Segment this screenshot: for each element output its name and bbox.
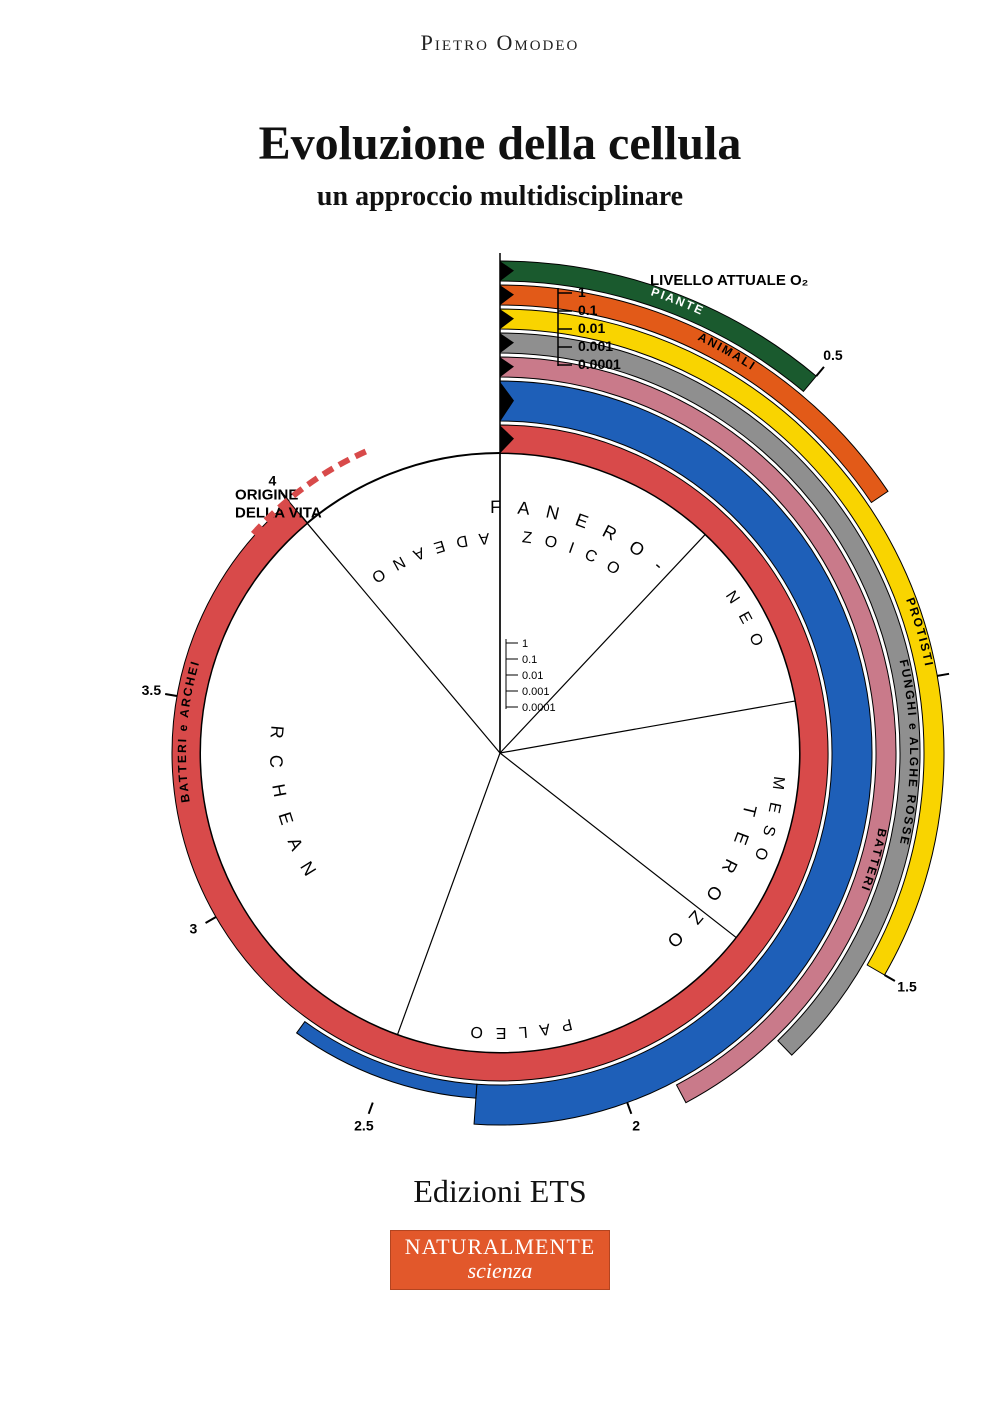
publisher: Edizioni ETS [413,1173,586,1210]
svg-text:1: 1 [522,638,528,650]
svg-text:3.5: 3.5 [142,682,162,698]
svg-text:0.0001: 0.0001 [578,356,621,372]
svg-text:0.1: 0.1 [578,302,598,318]
svg-text:0.0001: 0.0001 [522,702,556,714]
series-line2: scienza [405,1259,595,1283]
svg-text:ORIGINE: ORIGINE [235,486,298,503]
svg-text:0.1: 0.1 [522,654,537,666]
svg-text:P A L E O: P A L E O [466,1015,574,1041]
series-line1: NATURALMENTE [405,1235,595,1259]
svg-text:0.001: 0.001 [522,686,550,698]
book-cover: Pietro Omodeo Evoluzione della cellula u… [0,0,1000,1422]
book-title: Evoluzione della cellula [259,116,742,171]
svg-text:0.01: 0.01 [578,320,605,336]
series-badge: NATURALMENTE scienza [390,1230,610,1290]
svg-text:1: 1 [578,284,586,300]
spiral-timeline-diagram: BATTERI e ARCHEIBATTERIFUNGHI e ALGHE RO… [50,253,950,1153]
svg-text:P R O T E R O Z O I C O: P R O T E R O Z O I C O [50,253,763,963]
author-name: Pietro Omodeo [421,30,580,56]
book-subtitle: un approccio multidisciplinare [317,181,683,213]
svg-text:0.01: 0.01 [522,670,543,682]
svg-text:F A N E R O -: F A N E R O - [490,497,672,579]
svg-text:LIVELLO ATTUALE O₂: LIVELLO ATTUALE O₂ [650,272,808,289]
svg-text:2.5: 2.5 [354,1118,374,1134]
svg-text:3: 3 [190,921,198,937]
svg-text:1.5: 1.5 [897,979,917,995]
svg-text:DELLA VITA: DELLA VITA [235,504,322,521]
svg-text:0.5: 0.5 [823,347,843,363]
svg-text:2: 2 [632,1118,640,1134]
svg-text:A D E A N O: A D E A N O [365,529,490,588]
svg-text:0.001: 0.001 [578,338,613,354]
